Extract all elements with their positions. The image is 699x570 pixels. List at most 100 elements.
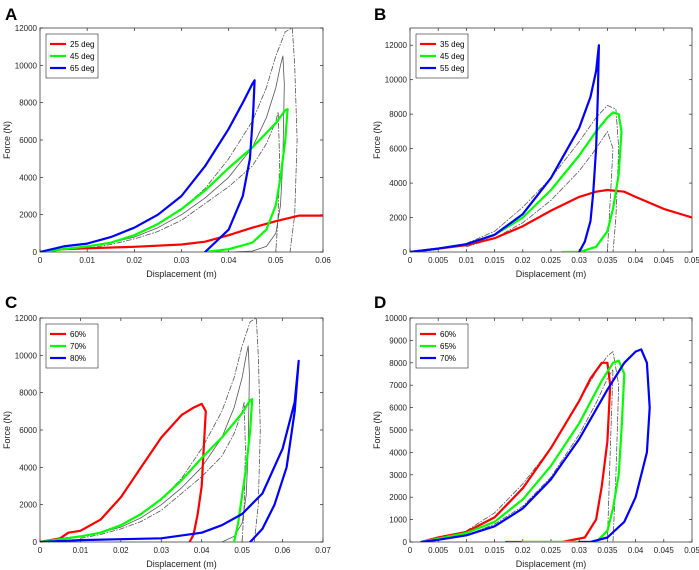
legend-label: 60%: [70, 330, 86, 339]
series-line-65-: [420, 359, 626, 542]
y-tick-label: 3000: [389, 471, 407, 480]
x-axis-label: Displacement (m): [146, 559, 217, 569]
y-tick-label: 8000: [389, 110, 407, 119]
x-tick-label: 0.005: [428, 546, 449, 555]
chart-panel-B: B 0 0.005 0.01 0.015 0.02 0.025 0.03 0.035 0.04 0.…: [372, 5, 699, 279]
y-tick-label: 10000: [15, 351, 38, 360]
x-tick-label: 0: [408, 546, 413, 555]
x-tick-label: 0.035: [597, 546, 618, 555]
legend-label: 45 deg: [70, 52, 94, 61]
x-tick-label: 0.03: [174, 256, 190, 265]
y-tick-label: 8000: [19, 389, 37, 398]
legend-label: 70%: [70, 342, 86, 351]
x-tick-label: 0.02: [515, 546, 531, 555]
x-tick-label: 0.04: [194, 546, 210, 555]
x-tick-label: 0.03: [571, 256, 587, 265]
y-tick-label: 5000: [389, 426, 407, 435]
y-axis-label: Force (N): [2, 411, 12, 449]
panel-label: D: [374, 293, 386, 312]
x-tick-label: 0.01: [459, 256, 475, 265]
chart-panel-D: D 0 0.005 0.01 0.015 0.02 0.025 0.03 0.035 0.04 0.…: [372, 293, 699, 569]
legend: 25 deg 45 deg 65 deg: [45, 33, 99, 79]
x-tick-label: 0.06: [315, 256, 331, 265]
y-tick-label: 1000: [389, 516, 407, 525]
y-tick-label: 9000: [389, 336, 407, 345]
y-tick-label: 12000: [15, 314, 38, 323]
y-tick-label: 0: [403, 538, 408, 547]
legend-label: 25 deg: [70, 40, 94, 49]
y-tick-label: 7000: [389, 381, 407, 390]
x-tick-label: 0.05: [684, 256, 699, 265]
y-axis-label: Force (N): [372, 121, 382, 159]
x-tick-label: 0.02: [113, 546, 129, 555]
panel-label: A: [5, 5, 17, 24]
x-tick-label: 0.03: [153, 546, 169, 555]
x-tick-label: 0.035: [597, 256, 618, 265]
y-tick-label: 10000: [15, 61, 38, 70]
x-tick-label: 0.05: [234, 546, 250, 555]
legend-label: 65 deg: [70, 64, 94, 73]
series-line-ref-lower: [465, 130, 614, 252]
y-tick-label: 8000: [19, 99, 37, 108]
y-tick-label: 6000: [19, 136, 37, 145]
legend-label: 80%: [70, 354, 86, 363]
series-line-ref-lower: [86, 111, 281, 252]
y-tick-label: 2000: [19, 501, 37, 510]
series-line-70-: [40, 398, 254, 542]
x-tick-label: 0.06: [275, 546, 291, 555]
x-tick-label: 0.045: [654, 546, 675, 555]
y-tick-label: 12000: [385, 41, 408, 50]
chart-panel-A: A 0 0.01 0.02 0.03 0.04 0.05 0.06 0 2000 4000 6000 8…: [2, 5, 331, 279]
x-tick-label: 0.015: [485, 256, 506, 265]
y-tick-label: 6000: [19, 426, 37, 435]
x-tick-label: 0.005: [428, 256, 449, 265]
y-tick-label: 0: [33, 248, 38, 257]
x-tick-label: 0.015: [485, 546, 506, 555]
legend-box: [45, 323, 99, 369]
legend: 35 deg 45 deg 55 deg: [415, 33, 469, 79]
legend-label: 60%: [440, 330, 456, 339]
series-line-ref-lower: [465, 369, 614, 542]
x-tick-label: 0.01: [79, 256, 95, 265]
y-tick-label: 0: [403, 248, 408, 257]
y-tick-label: 2000: [389, 493, 407, 502]
series-line-45-deg: [40, 108, 289, 252]
legend-label: 55 deg: [440, 64, 464, 73]
y-axis-label: Force (N): [2, 121, 12, 159]
x-tick-label: 0.04: [221, 256, 237, 265]
panel-label: B: [374, 5, 386, 24]
x-tick-label: 0.02: [127, 256, 143, 265]
x-axis-label: Displacement (m): [516, 559, 587, 569]
x-axis-label: Displacement (m): [516, 269, 587, 279]
series-line-80-: [40, 359, 300, 542]
series-line-65-deg: [40, 79, 256, 252]
y-tick-label: 8000: [389, 359, 407, 368]
x-tick-label: 0.045: [654, 256, 675, 265]
series-line-55-deg: [410, 44, 601, 252]
x-tick-label: 0: [38, 546, 43, 555]
y-tick-label: 10000: [385, 314, 408, 323]
y-axis-label: Force (N): [372, 411, 382, 449]
y-tick-label: 4000: [389, 448, 407, 457]
x-tick-label: 0.05: [684, 546, 699, 555]
x-tick-label: 0.03: [571, 546, 587, 555]
y-tick-label: 6000: [389, 404, 407, 413]
legend-label: 45 deg: [440, 52, 464, 61]
x-tick-label: 0.04: [628, 546, 644, 555]
x-tick-label: 0: [408, 256, 413, 265]
x-tick-label: 0.05: [268, 256, 284, 265]
panel-label: C: [5, 293, 17, 312]
x-tick-label: 0.025: [541, 256, 562, 265]
series-line-ref-lower: [80, 401, 246, 542]
series-line-60-: [40, 402, 207, 542]
x-tick-label: 0.025: [541, 546, 562, 555]
y-tick-label: 4000: [389, 179, 407, 188]
x-tick-label: 0.01: [73, 546, 89, 555]
chart-panel-C: C 0 0.01 0.02 0.03 0.04 0.05 0.06 0.07 0 2000 4000 6…: [2, 293, 331, 569]
series-line-25-deg: [40, 214, 323, 252]
y-tick-label: 4000: [19, 463, 37, 472]
x-tick-label: 0.02: [515, 256, 531, 265]
series-line-ref: [59, 345, 250, 542]
x-tick-label: 0: [38, 256, 43, 265]
